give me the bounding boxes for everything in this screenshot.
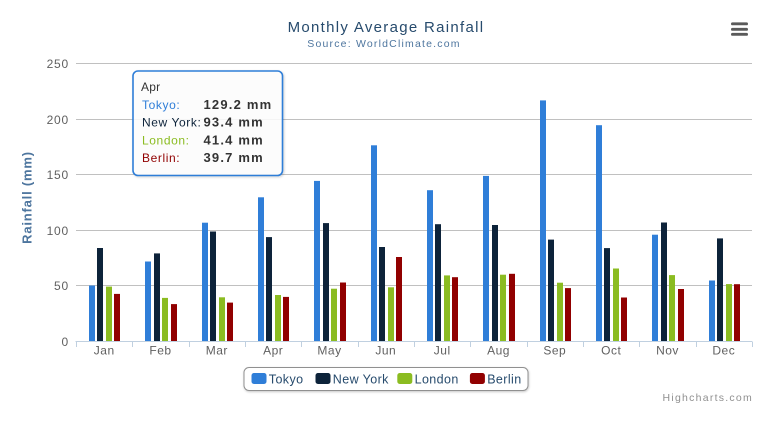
svg-text:Source: WorldClimate.com: Source: WorldClimate.com: [307, 38, 460, 50]
svg-text:Feb: Feb: [149, 344, 171, 358]
svg-text:Oct: Oct: [601, 344, 621, 358]
svg-text:39.7 mm: 39.7 mm: [204, 150, 264, 165]
svg-text:Berlin: Berlin: [487, 372, 521, 386]
svg-text:Mar: Mar: [206, 344, 228, 358]
svg-text:150: 150: [47, 168, 69, 182]
svg-text:Apr: Apr: [141, 80, 160, 94]
svg-text:Highcharts.com: Highcharts.com: [663, 392, 753, 404]
svg-text:129.2 mm: 129.2 mm: [204, 97, 273, 112]
svg-text:Monthly Average Rainfall: Monthly Average Rainfall: [288, 19, 485, 36]
svg-text:200: 200: [47, 113, 69, 127]
svg-text:50: 50: [54, 279, 69, 293]
svg-text:Berlin:: Berlin:: [142, 151, 180, 165]
svg-text:London: London: [415, 372, 459, 386]
svg-text:Tokyo: Tokyo: [269, 372, 304, 386]
svg-text:New York: New York: [333, 372, 389, 386]
svg-text:Jun: Jun: [375, 344, 396, 358]
svg-text:100: 100: [47, 224, 69, 238]
svg-text:Aug: Aug: [487, 344, 510, 358]
svg-text:250: 250: [47, 57, 69, 71]
svg-text:Nov: Nov: [656, 344, 679, 358]
svg-text:Jan: Jan: [94, 344, 115, 358]
svg-text:Tokyo:: Tokyo:: [142, 98, 180, 112]
svg-text:Dec: Dec: [712, 344, 735, 358]
svg-text:London:: London:: [142, 133, 190, 147]
svg-text:41.4 mm: 41.4 mm: [204, 132, 264, 147]
svg-text:0: 0: [62, 335, 69, 349]
svg-text:Rainfall (mm): Rainfall (mm): [20, 151, 35, 244]
svg-text:May: May: [317, 344, 341, 358]
svg-text:Sep: Sep: [543, 344, 566, 358]
svg-text:93.4 mm: 93.4 mm: [204, 115, 264, 130]
svg-text:New York:: New York:: [142, 116, 201, 130]
svg-text:Jul: Jul: [434, 344, 451, 358]
svg-text:Apr: Apr: [263, 344, 283, 358]
